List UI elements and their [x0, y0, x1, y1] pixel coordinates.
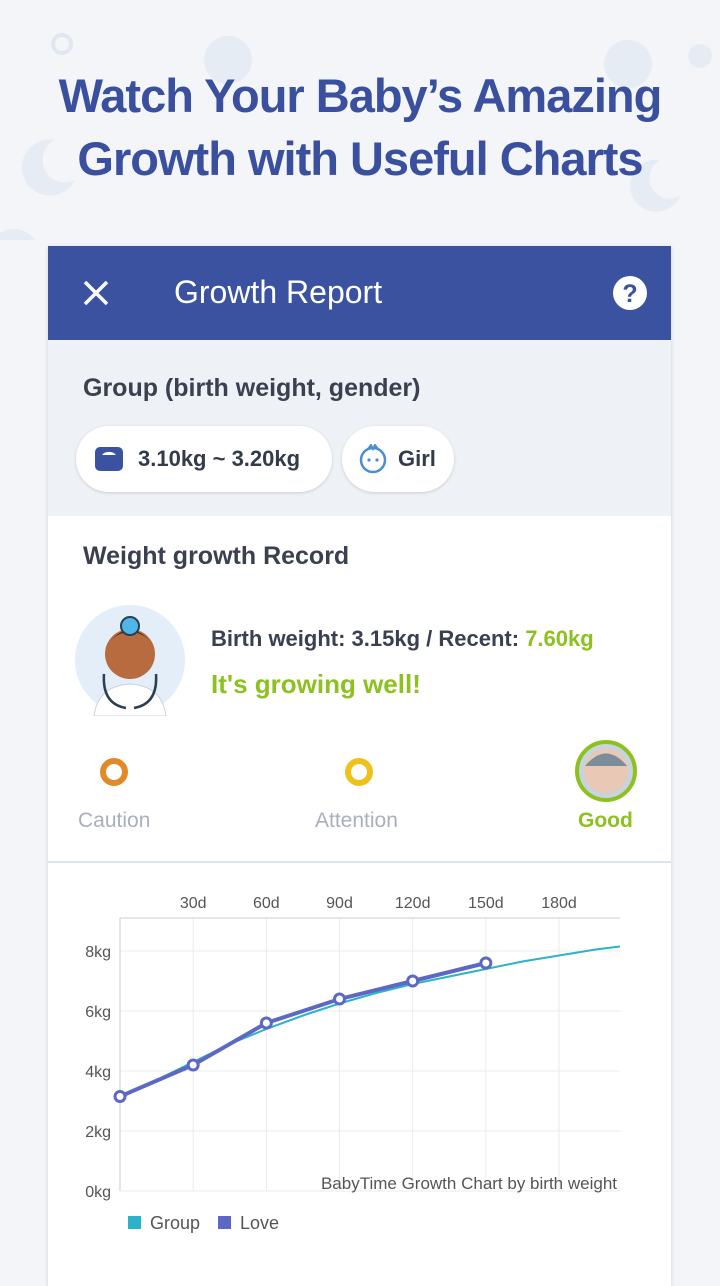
data-point	[333, 992, 347, 1006]
help-button[interactable]: ?	[612, 275, 648, 311]
scale-label: Good	[578, 809, 633, 832]
report-card: Growth Report ? Group (birth weight, gen…	[48, 246, 671, 1286]
series-line	[119, 945, 621, 1099]
y-tick-label: 2kg	[85, 1124, 111, 1141]
x-tick-label: 30d	[180, 895, 207, 912]
weight-chip[interactable]: 3.10kg ~ 3.20kg	[76, 426, 332, 492]
x-tick-label: 180d	[541, 895, 577, 912]
data-point	[113, 1090, 127, 1103]
background-decor	[0, 33, 712, 240]
series-line	[119, 961, 487, 1099]
scale-label: Caution	[78, 809, 151, 832]
status-scale	[100, 740, 637, 802]
data-point	[186, 1058, 200, 1072]
app-bar-title: Growth Report	[174, 274, 383, 310]
weight-summary: Birth weight: 3.15kg / Recent: 7.60kg	[211, 626, 594, 652]
y-tick-label: 8kg	[85, 944, 111, 961]
baby-icon	[359, 444, 387, 474]
app-bar: Growth Report ?	[48, 246, 671, 340]
summary-text: Birth weight: 3.15kg / Recent:	[211, 626, 520, 651]
chip-text: 3.10kg ~ 3.20kg	[138, 446, 301, 471]
growth-chart: 0kg 2kg 4kg 6kg 8kg 30d 60d 90d 120d 150d 180d Baby…	[85, 895, 621, 1233]
legend-swatch	[128, 1216, 141, 1229]
doctor-avatar	[75, 605, 185, 716]
recent-weight: 7.60kg	[525, 626, 594, 651]
scale-label: Attention	[315, 809, 398, 832]
record-title: Weight growth Record	[83, 542, 350, 570]
x-tick-label: 60d	[253, 895, 280, 912]
legend-swatch	[218, 1216, 232, 1229]
svg-text:?: ?	[622, 280, 637, 308]
divider	[48, 861, 671, 863]
growth-status: It's growing well!	[211, 669, 421, 699]
legend-label: Group	[150, 1213, 200, 1233]
data-point	[259, 1016, 273, 1030]
x-tick-label: 150d	[468, 895, 504, 912]
y-tick-label: 6kg	[85, 1004, 111, 1021]
y-tick-label: 0kg	[85, 1184, 111, 1201]
data-point	[479, 956, 493, 970]
headline-line: Watch Your Baby’s Amazing	[58, 69, 663, 122]
chart-annotation: BabyTime Growth Chart by birth weight	[321, 1174, 617, 1193]
x-tick-label: 120d	[395, 895, 431, 912]
x-tick-label: 90d	[326, 895, 353, 912]
gender-chip[interactable]: Girl	[342, 426, 454, 492]
chip-text: Girl	[398, 446, 436, 471]
legend-label: Love	[240, 1213, 279, 1233]
scale-icon	[95, 447, 123, 471]
headline-line: Growth with Useful Charts	[77, 132, 643, 185]
close-button[interactable]	[82, 279, 110, 307]
data-point	[406, 974, 420, 988]
y-tick-label: 4kg	[85, 1064, 111, 1081]
group-label: Group (birth weight, gender)	[83, 374, 421, 402]
